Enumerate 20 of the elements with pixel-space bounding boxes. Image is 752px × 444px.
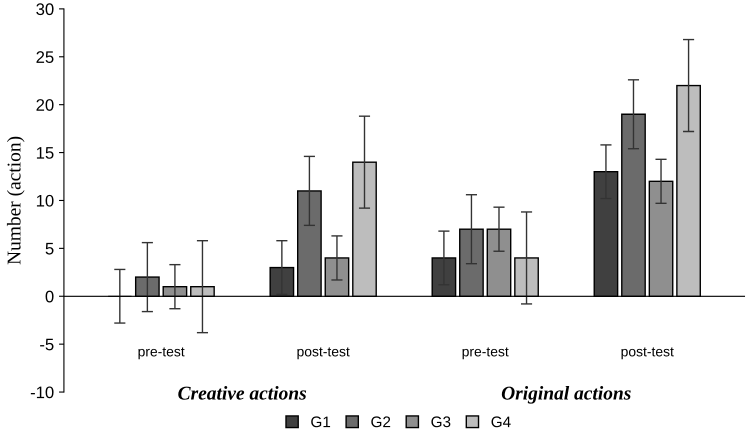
x-tick-label: pre-test <box>138 347 185 360</box>
annotation: Original actions <box>502 386 631 404</box>
legend-label: G2 <box>371 416 390 428</box>
y-tick-label: -10 <box>30 386 54 398</box>
y-tick-label: 5 <box>46 242 54 255</box>
y-tick-label: 15 <box>36 147 54 159</box>
x-tick-label: post-test <box>297 347 350 360</box>
y-tick-label: -5 <box>40 338 54 350</box>
y-axis-title: Number (action) <box>6 136 25 264</box>
legend-label: G1 <box>311 416 330 428</box>
x-tick-label: pre-test <box>462 347 509 360</box>
y-tick-label: 20 <box>36 99 54 111</box>
x-tick-label: post-test <box>622 347 674 360</box>
legend-label: G4 <box>492 416 511 428</box>
y-tick-label: 0 <box>46 290 54 302</box>
y-tick-label: 25 <box>36 51 54 63</box>
y-tick-label: 30 <box>36 3 54 16</box>
legend-label: G3 <box>431 416 450 428</box>
annotation: Creative actions <box>178 386 306 400</box>
y-tick-label: 10 <box>36 194 54 207</box>
